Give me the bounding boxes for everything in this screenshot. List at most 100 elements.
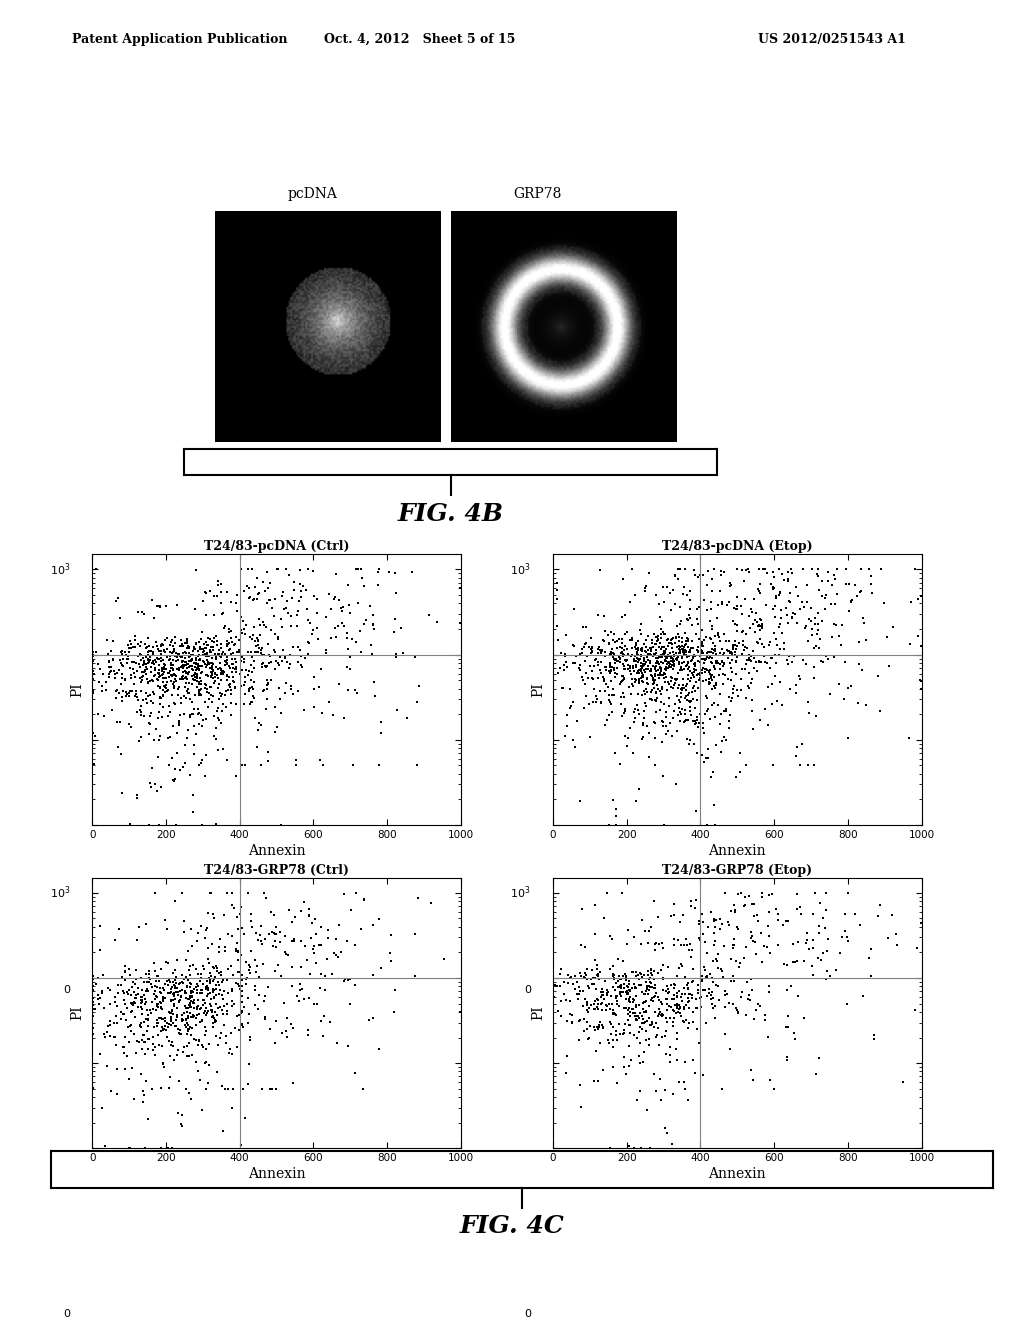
- Point: [334, 601, 350, 622]
- Point: [689, 982, 706, 1003]
- Point: [102, 661, 119, 682]
- Point: [620, 1008, 636, 1030]
- Point: [701, 627, 718, 648]
- Point: [602, 644, 618, 665]
- Point: [203, 973, 219, 994]
- Point: [545, 664, 561, 685]
- Point: [248, 923, 264, 944]
- Point: [555, 653, 571, 675]
- Point: [129, 689, 145, 710]
- Point: [651, 933, 668, 954]
- Point: [674, 652, 690, 673]
- Point: [187, 634, 204, 655]
- Point: [266, 659, 283, 680]
- Point: [114, 1008, 130, 1030]
- Point: [128, 985, 144, 1006]
- Point: [200, 664, 216, 685]
- Point: [150, 675, 166, 696]
- Point: [151, 970, 167, 991]
- Point: [128, 660, 144, 681]
- Point: [646, 634, 663, 655]
- Point: [346, 974, 362, 995]
- Point: [186, 638, 203, 659]
- Point: [629, 642, 645, 663]
- Point: [578, 651, 594, 672]
- Point: [594, 1014, 610, 1035]
- Point: [121, 1138, 137, 1159]
- Point: [185, 1006, 202, 1027]
- Point: [718, 701, 734, 722]
- Point: [799, 574, 815, 595]
- Point: [585, 668, 601, 689]
- Point: [236, 651, 252, 672]
- Point: [273, 702, 290, 723]
- Point: [178, 667, 195, 688]
- Point: [588, 692, 604, 713]
- Point: [597, 656, 613, 677]
- Point: [205, 638, 221, 659]
- Point: [810, 614, 826, 635]
- Point: [678, 709, 694, 730]
- Point: [100, 977, 117, 998]
- Point: [155, 986, 171, 1007]
- Point: [131, 700, 147, 721]
- Point: [283, 676, 299, 697]
- Point: [295, 892, 311, 913]
- Point: [355, 614, 372, 635]
- Point: [545, 639, 561, 660]
- Point: [668, 669, 684, 690]
- Point: [142, 647, 159, 668]
- Point: [632, 1032, 648, 1053]
- Point: [662, 1052, 678, 1073]
- Point: [594, 993, 610, 1014]
- Point: [151, 648, 167, 669]
- Point: [161, 1002, 177, 1023]
- Point: [870, 665, 887, 686]
- Point: [121, 638, 137, 659]
- Point: [202, 982, 218, 1003]
- Point: [778, 979, 795, 1001]
- Point: [222, 644, 239, 665]
- Point: [212, 997, 228, 1018]
- Point: [242, 694, 258, 715]
- Point: [162, 702, 178, 723]
- Point: [205, 981, 221, 1002]
- Point: [255, 572, 271, 593]
- Point: [677, 688, 693, 709]
- Point: [155, 1053, 171, 1074]
- Point: [649, 986, 666, 1007]
- Point: [775, 632, 792, 653]
- Point: [247, 979, 263, 1001]
- Point: [214, 989, 230, 1010]
- Point: [300, 1024, 316, 1045]
- Point: [752, 616, 768, 638]
- Point: [197, 692, 213, 713]
- Point: [719, 983, 735, 1005]
- Point: [579, 632, 595, 653]
- Point: [262, 573, 279, 594]
- Point: [171, 973, 187, 994]
- Point: [723, 970, 739, 991]
- Point: [366, 965, 382, 986]
- Point: [710, 944, 726, 965]
- Point: [225, 672, 242, 693]
- Point: [133, 602, 150, 623]
- Point: [642, 651, 658, 672]
- Point: [696, 931, 713, 952]
- Point: [177, 676, 194, 697]
- Point: [139, 671, 156, 692]
- Point: [317, 640, 334, 661]
- Point: [284, 931, 300, 952]
- Point: [681, 983, 697, 1005]
- Point: [653, 664, 670, 685]
- Point: [213, 645, 229, 667]
- Point: [605, 956, 622, 977]
- Point: [93, 681, 110, 702]
- Point: [586, 656, 602, 677]
- Point: [165, 770, 181, 791]
- Point: [623, 1049, 639, 1071]
- Point: [657, 1026, 674, 1047]
- Point: [111, 682, 127, 704]
- Point: [545, 647, 561, 668]
- Point: [651, 606, 668, 627]
